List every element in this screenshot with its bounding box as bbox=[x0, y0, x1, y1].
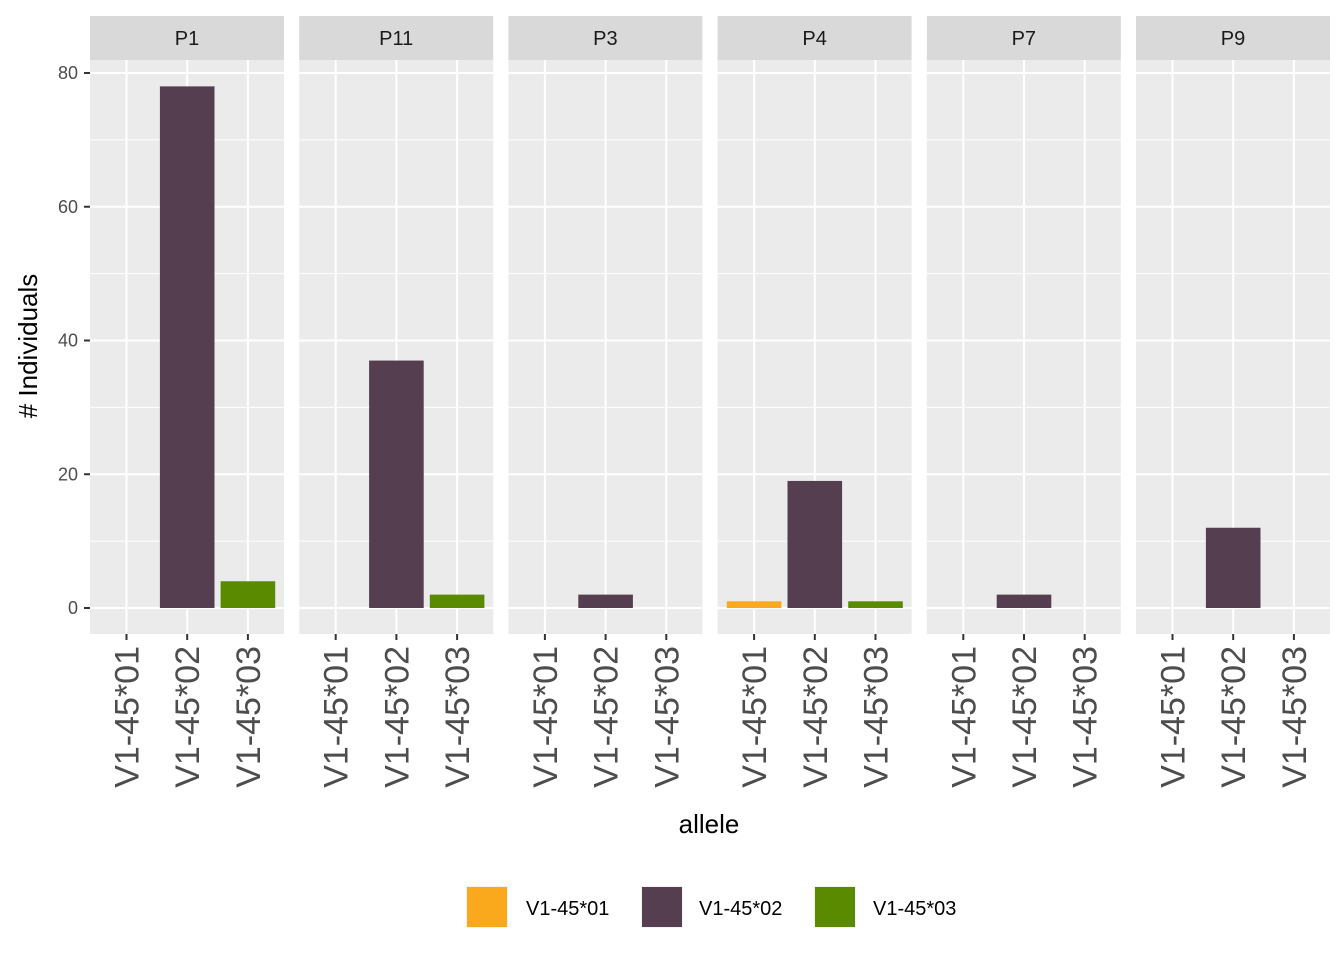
facet-strip bbox=[926, 16, 1121, 60]
y-tick-label: 20 bbox=[58, 464, 78, 484]
bar-P11-V1-45*03 bbox=[429, 594, 485, 608]
x-tick-label: V1-45*01 bbox=[318, 646, 356, 788]
facet-strip bbox=[90, 16, 284, 60]
y-tick-label: 80 bbox=[58, 63, 78, 83]
legend-item: V1-45*02 bbox=[641, 886, 782, 928]
x-tick-label: V1-45*03 bbox=[1276, 646, 1314, 788]
facet-strip-label: P4 bbox=[802, 28, 826, 50]
x-tick-label: V1-45*02 bbox=[1006, 646, 1044, 788]
y-axis-title: # Individuals bbox=[13, 274, 43, 419]
x-tick-label: V1-45*03 bbox=[230, 646, 268, 788]
facet-panel-P11: P11 V1-45*01 V1-45*02 V1-45*03 bbox=[299, 16, 494, 788]
bar-P4-V1-45*01 bbox=[726, 601, 782, 608]
facet-strip bbox=[299, 16, 494, 60]
bar-P11-V1-45*02 bbox=[369, 360, 424, 608]
x-tick-label: V1-45*03 bbox=[858, 646, 896, 788]
facet-panel-P4: P4 V1-45*01 V1-45*02 V1-45*03 bbox=[717, 16, 912, 788]
facet-panel-P9: P9 V1-45*01 V1-45*02 V1-45*03 bbox=[1136, 16, 1330, 788]
facet-strip-label: P1 bbox=[175, 28, 199, 50]
y-tick-label: 60 bbox=[58, 197, 78, 217]
x-tick-label: V1-45*02 bbox=[378, 646, 416, 788]
y-axis: 0 20 40 60 80 bbox=[58, 63, 90, 618]
y-tick-label: 0 bbox=[68, 598, 78, 618]
x-tick-label: V1-45*01 bbox=[945, 646, 983, 788]
facet-strip bbox=[717, 16, 912, 60]
x-tick-label: V1-45*02 bbox=[797, 646, 835, 788]
bar-P9-V1-45*02 bbox=[1205, 527, 1261, 608]
facet-strip bbox=[1136, 16, 1330, 60]
facet-strip-label: P11 bbox=[379, 28, 413, 50]
legend-label: V1-45*02 bbox=[699, 898, 782, 920]
x-tick-label: V1-45*03 bbox=[648, 646, 686, 788]
facet-panel-P7: P7 V1-45*01 V1-45*02 V1-45*03 bbox=[926, 16, 1121, 788]
x-tick-label: V1-45*02 bbox=[169, 646, 207, 788]
bar-P7-V1-45*02 bbox=[996, 594, 1052, 608]
legend-item: V1-45*01 bbox=[466, 886, 609, 928]
legend-swatch bbox=[642, 887, 682, 927]
facet-strip-label: P3 bbox=[593, 28, 617, 50]
x-tick-label: V1-45*01 bbox=[109, 646, 147, 788]
bar-P4-V1-45*03 bbox=[848, 601, 903, 608]
x-tick-label: V1-45*03 bbox=[1067, 646, 1105, 788]
bar-P1-V1-45*02 bbox=[159, 86, 215, 608]
facet-panel-P3: P3 V1-45*01 V1-45*02 V1-45*03 bbox=[508, 16, 703, 788]
x-tick-label: V1-45*01 bbox=[736, 646, 774, 788]
bar-P4-V1-45*02 bbox=[787, 480, 843, 608]
legend-item: V1-45*03 bbox=[814, 886, 956, 928]
legend-swatch bbox=[815, 887, 855, 927]
legend-label: V1-45*01 bbox=[526, 898, 609, 920]
x-tick-label: V1-45*02 bbox=[1215, 646, 1253, 788]
facet-panels: P1 V1-45*01 V1-45*02 V1-45*03 P11 V1-45*01 V1-… bbox=[90, 16, 1330, 788]
facet-strip bbox=[508, 16, 703, 60]
bar-P1-V1-45*03 bbox=[220, 581, 276, 608]
legend-swatch bbox=[467, 887, 507, 927]
facet-panel-P1: P1 V1-45*01 V1-45*02 V1-45*03 bbox=[90, 16, 284, 788]
facet-strip-label: P9 bbox=[1221, 28, 1245, 50]
x-axis-title: allele bbox=[679, 809, 740, 839]
x-tick-label: V1-45*03 bbox=[439, 646, 477, 788]
bar-P3-V1-45*02 bbox=[578, 594, 633, 608]
legend-label: V1-45*03 bbox=[873, 898, 956, 920]
legend: V1-45*01 V1-45*02 V1-45*03 bbox=[466, 886, 956, 928]
y-tick-label: 40 bbox=[58, 331, 78, 351]
x-tick-label: V1-45*01 bbox=[1155, 646, 1193, 788]
facet-strip-label: P7 bbox=[1012, 28, 1036, 50]
x-tick-label: V1-45*02 bbox=[588, 646, 626, 788]
x-tick-label: V1-45*01 bbox=[527, 646, 565, 788]
